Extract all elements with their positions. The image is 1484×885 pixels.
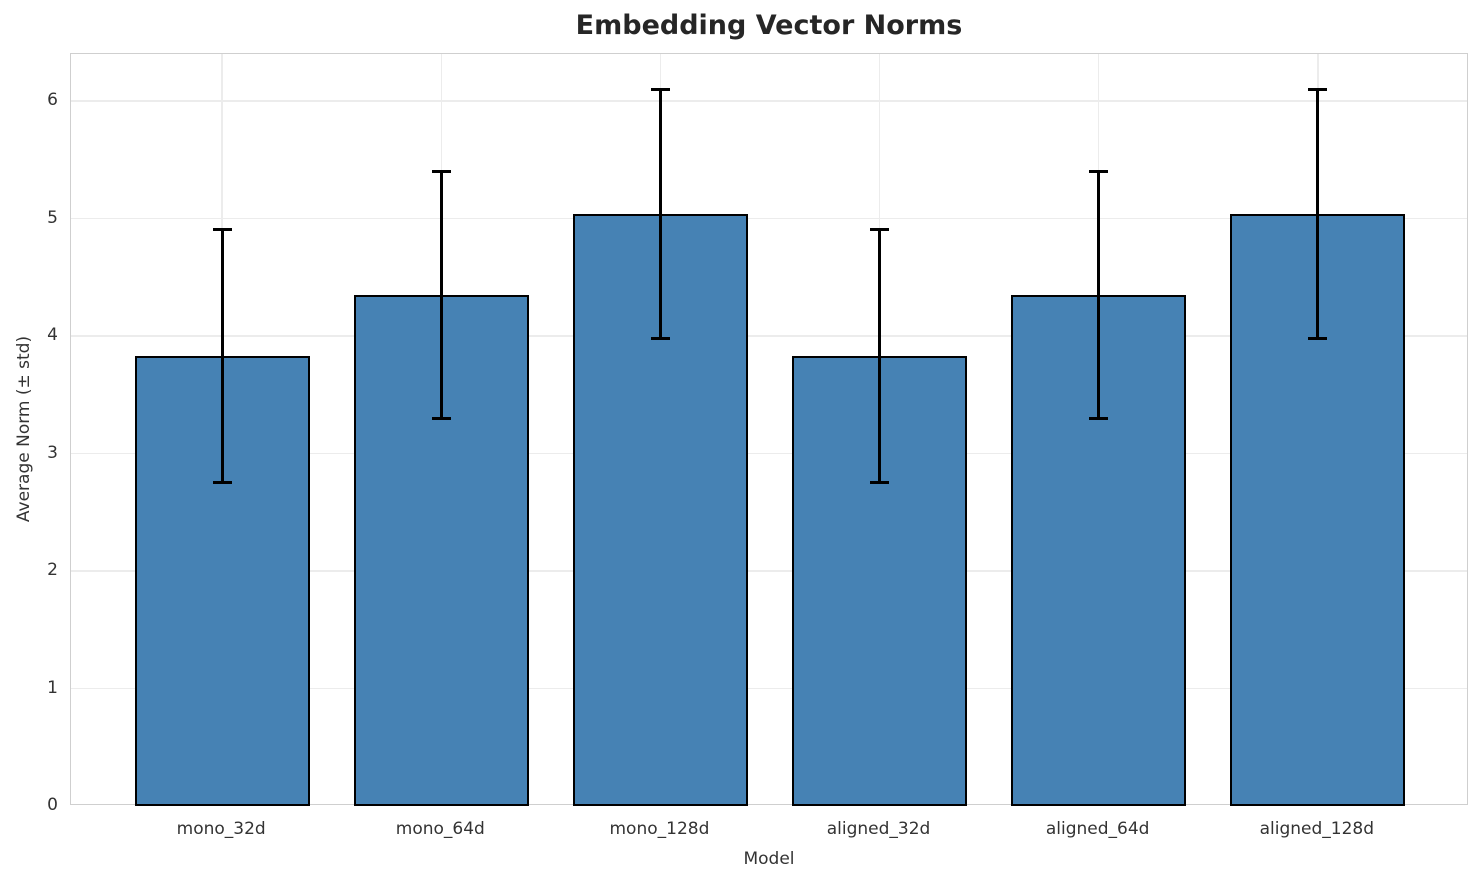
error-bar-cap xyxy=(870,481,890,485)
error-bar-cap xyxy=(431,170,451,173)
error-bar-cap xyxy=(1089,170,1109,173)
h-gridline xyxy=(71,335,1467,337)
error-bar-cap xyxy=(650,87,670,91)
error-bar-line xyxy=(439,171,443,419)
x-tick-label: mono_128d xyxy=(609,819,710,839)
y-tick-label: 2 xyxy=(47,560,58,580)
y-tick-label: 4 xyxy=(47,325,58,345)
y-tick-label: 5 xyxy=(47,207,58,228)
y-tick-label: 3 xyxy=(47,442,58,463)
y-tick-label: 1 xyxy=(47,677,58,698)
h-gridline xyxy=(71,217,1467,220)
error-bar-cap xyxy=(212,227,232,231)
h-gridline xyxy=(71,570,1467,572)
error-bar-cap xyxy=(870,227,890,231)
error-bar-cap xyxy=(212,481,232,485)
error-bar-line xyxy=(220,229,224,483)
error-bar-cap xyxy=(1308,336,1328,340)
h-gridline xyxy=(71,687,1467,690)
y-axis-label: Average Norm (± std) xyxy=(14,335,34,523)
h-gridline xyxy=(71,452,1467,455)
x-tick-label: aligned_128d xyxy=(1259,819,1374,839)
y-tick-label: 6 xyxy=(47,90,58,110)
h-gridline xyxy=(71,100,1467,102)
error-bar-line xyxy=(1316,89,1320,339)
plot-area xyxy=(70,53,1468,806)
error-bar-line xyxy=(1097,171,1101,419)
chart-title: Embedding Vector Norms xyxy=(575,10,963,41)
error-bar-cap xyxy=(1089,416,1109,420)
x-tick-label: aligned_32d xyxy=(826,819,931,839)
y-tick-label: 0 xyxy=(47,795,58,815)
error-bar-cap xyxy=(650,336,670,340)
x-tick-label: mono_64d xyxy=(395,819,485,839)
x-tick-label: aligned_64d xyxy=(1045,819,1150,839)
error-bar-cap xyxy=(431,416,451,420)
error-bar-line xyxy=(658,89,662,339)
x-tick-label: mono_32d xyxy=(176,819,266,839)
bar-aligned_64d xyxy=(1011,294,1187,806)
error-bar-cap xyxy=(1308,87,1328,91)
error-bar-line xyxy=(878,229,882,483)
x-axis-label: Model xyxy=(743,849,795,869)
